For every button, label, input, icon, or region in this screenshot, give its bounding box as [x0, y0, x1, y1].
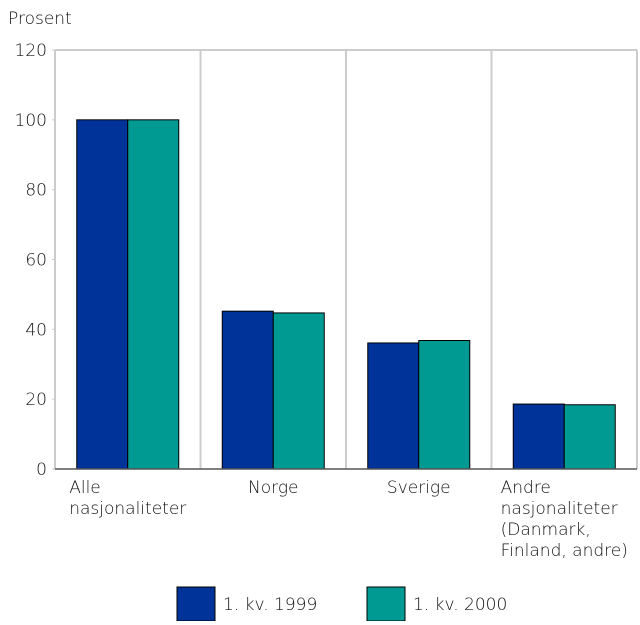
- y-tick-label: 0: [36, 460, 47, 480]
- y-tick-label: 100: [15, 111, 47, 131]
- y-tick-label: 60: [25, 251, 47, 271]
- x-tick-label: Sverige: [387, 478, 451, 498]
- legend-label: 1. kv. 1999: [223, 595, 317, 615]
- y-tick-label: 40: [25, 320, 47, 340]
- x-tick-label: Norge: [248, 478, 298, 498]
- bar: [221, 310, 274, 470]
- bar: [563, 404, 616, 470]
- legend-swatch: [176, 586, 216, 622]
- y-tick-label: 80: [25, 181, 47, 201]
- bar: [512, 403, 565, 470]
- bar: [367, 342, 420, 470]
- y-tick-label: 20: [25, 390, 47, 410]
- legend-label: 1. kv. 2000: [413, 595, 507, 615]
- bar: [272, 312, 325, 470]
- bar: [418, 340, 471, 470]
- x-tick-label: Andre nasjonaliteter (Danmark, Finland, and…: [501, 478, 628, 561]
- legend-swatch: [366, 586, 406, 622]
- y-tick-label: 120: [15, 41, 47, 61]
- bar: [76, 119, 129, 470]
- x-tick-label: Alle nasjonaliteter: [69, 478, 186, 519]
- y-axis-label: Prosent: [8, 9, 72, 29]
- bar: [127, 119, 180, 470]
